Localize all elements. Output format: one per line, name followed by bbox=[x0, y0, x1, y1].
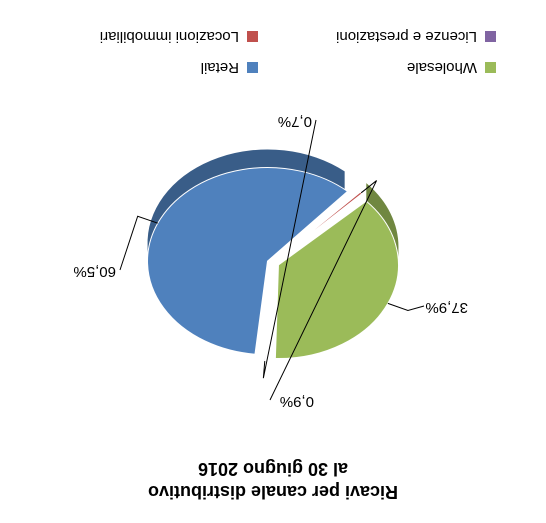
legend-label-licenze: Licenze e prestazioni bbox=[336, 28, 477, 45]
chart-title-line-1: Ricavi per canale distributivo bbox=[0, 481, 546, 504]
pct-label-licenze: 0,7% bbox=[278, 113, 312, 130]
leader-line bbox=[388, 303, 424, 310]
pie-slice-licenze-e-prestazioni bbox=[264, 268, 272, 361]
legend-label-wholesale: Wholesale bbox=[407, 59, 477, 76]
legend-item-wholesale: Wholesale bbox=[288, 59, 496, 76]
chart-container: Ricavi per canale distributivo al 30 giu… bbox=[0, 0, 546, 523]
legend-swatch-licenze bbox=[485, 31, 496, 42]
pct-label-retail: 60,5% bbox=[73, 263, 116, 280]
chart-title: Ricavi per canale distributivo al 30 giu… bbox=[0, 458, 546, 503]
legend-swatch-locazioni bbox=[247, 31, 258, 42]
legend-item-locazioni: Locazioni immobiliari bbox=[50, 28, 258, 45]
legend: Wholesale Licenze e prestazioni Retail L… bbox=[50, 28, 496, 76]
legend-label-locazioni: Locazioni immobiliari bbox=[100, 28, 239, 45]
legend-item-licenze: Licenze e prestazioni bbox=[288, 28, 496, 45]
pct-label-wholesale: 37,9% bbox=[425, 299, 468, 316]
chart-title-line-2: al 30 giugno 2016 bbox=[0, 458, 546, 481]
legend-swatch-wholesale bbox=[485, 62, 496, 73]
legend-item-retail: Retail bbox=[50, 59, 258, 76]
pct-label-locazioni: 0,9% bbox=[280, 393, 314, 410]
legend-swatch-retail bbox=[247, 62, 258, 73]
legend-label-retail: Retail bbox=[201, 59, 239, 76]
pie-area: 60,5% 0,9% 37,9% 0,7% bbox=[0, 108, 546, 418]
